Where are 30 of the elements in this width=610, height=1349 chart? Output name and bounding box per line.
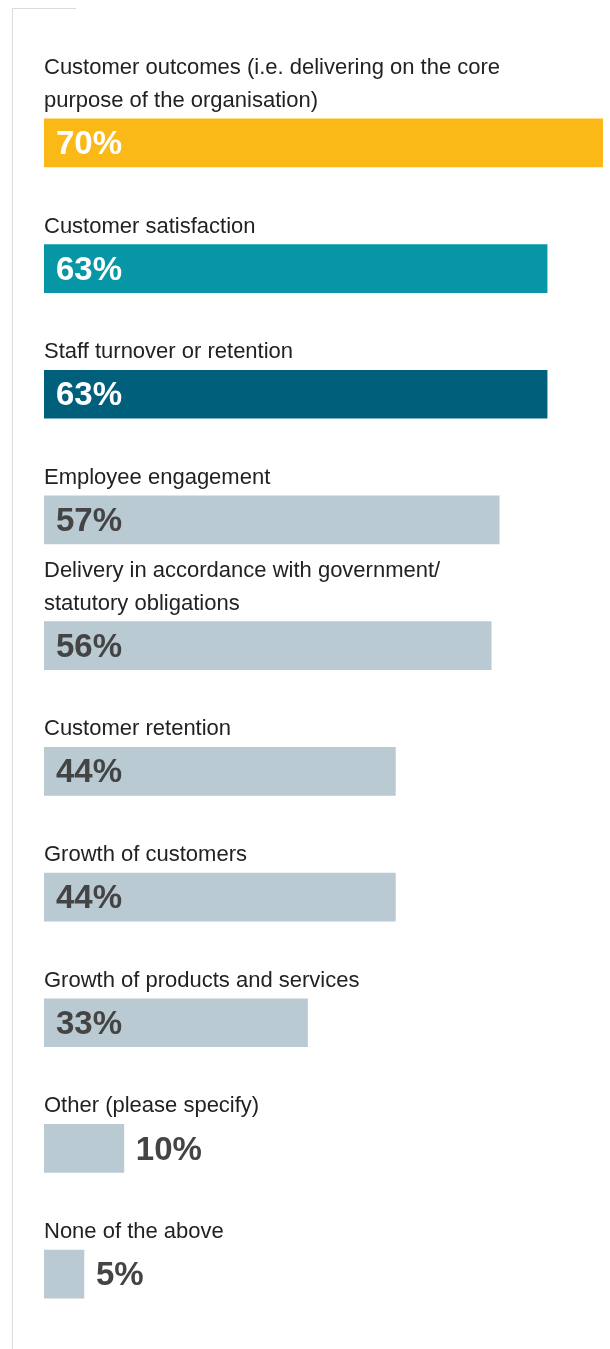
bar (44, 621, 492, 670)
y-tick-label: Staff turnover or retention (44, 338, 294, 364)
y-tick-label: Other (please specify) (44, 1092, 260, 1118)
bar (44, 369, 548, 419)
y-tick-label: Customer outcomes (i.e. delivering on the core purpose of the organisation) (44, 53, 501, 112)
bar (44, 872, 396, 922)
data-label: 63% (56, 249, 123, 287)
y-tick-label: Customer satisfaction (44, 212, 256, 238)
y-tick-label: Growth of products and services (44, 966, 360, 992)
data-label: 33% (56, 1003, 123, 1041)
bar (44, 244, 548, 293)
y-tick-label: None of the above (44, 1218, 224, 1244)
bar (44, 747, 396, 796)
bar (44, 1249, 85, 1299)
data-label: 5% (95, 1255, 144, 1293)
bar (44, 998, 308, 1048)
data-label: 44% (56, 752, 123, 790)
data-label: 57% (56, 501, 123, 539)
y-tick-label: Growth of customers (44, 841, 247, 867)
y-tick-label: Delivery in accordance with government/ statutory obligations (44, 556, 442, 615)
data-label: 56% (56, 626, 123, 664)
bar (44, 118, 603, 168)
y-tick-label: Employee engagement (44, 463, 271, 489)
data-label: 70% (56, 123, 123, 161)
data-label: 10% (135, 1129, 202, 1167)
data-label: 44% (56, 878, 123, 916)
bar (44, 495, 500, 545)
bar (44, 1124, 125, 1173)
data-label: 63% (56, 375, 123, 413)
y-tick-label: Customer retention (44, 715, 232, 741)
